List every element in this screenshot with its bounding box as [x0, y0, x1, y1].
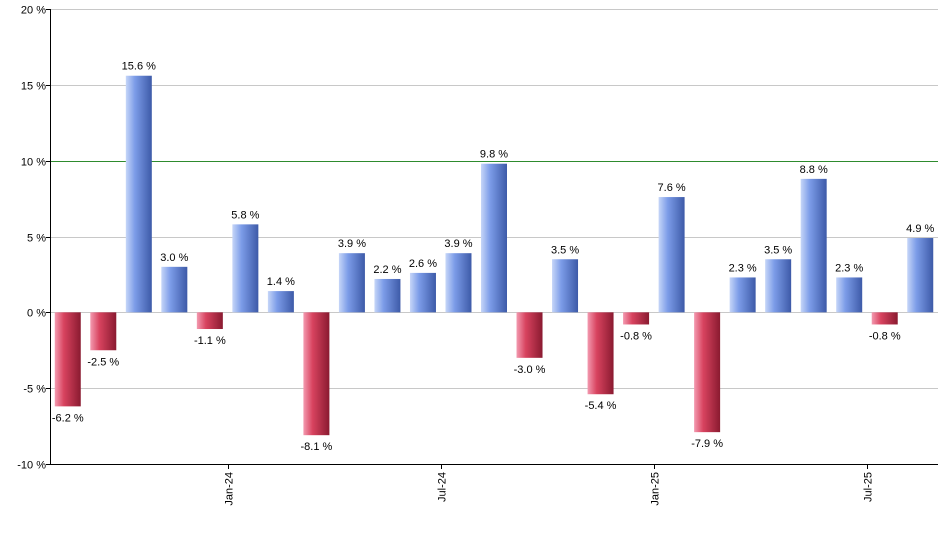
bar-value-label: -6.2 % — [52, 412, 84, 424]
axes — [50, 9, 938, 465]
bar-positive — [338, 253, 365, 313]
bar-negative — [694, 312, 721, 433]
bar-negative — [516, 312, 543, 358]
bar-value-label: -1.1 % — [194, 335, 226, 347]
bar-value-label: 3.0 % — [160, 252, 188, 264]
bar-value-label: 2.3 % — [835, 262, 863, 274]
bar-negative — [871, 312, 898, 325]
bar-positive — [267, 291, 294, 313]
bar-value-label: 1.4 % — [267, 276, 295, 288]
value-labels: -6.2 % -2.5 % 15.6 % 3.0 % -1.1 % 5.8 % 1.4 % -… — [52, 61, 935, 453]
bar-positive — [765, 259, 792, 313]
bar-value-label: 3.5 % — [551, 244, 579, 256]
bar-positive — [836, 277, 863, 313]
bar-value-label: -8.1 % — [301, 441, 333, 453]
bar-positive — [658, 197, 685, 313]
bar-negative — [623, 312, 650, 325]
bar-value-label: 4.9 % — [906, 223, 934, 235]
bar-positive — [409, 272, 436, 313]
x-tick-label: Jul-25 — [863, 472, 875, 502]
bar-negative — [303, 312, 330, 436]
x-tick-label: Jan-25 — [650, 472, 662, 506]
bar-value-label: -5.4 % — [585, 400, 617, 412]
bar-value-label: 3.5 % — [764, 244, 792, 256]
y-tick-label: 10 % — [21, 157, 46, 169]
bar-value-label: 9.8 % — [480, 149, 508, 161]
bar-value-label: -7.9 % — [691, 438, 723, 450]
bar-positive — [125, 75, 152, 313]
bar-value-label: 2.2 % — [373, 264, 401, 276]
bar-value-label: -0.8 % — [620, 330, 652, 342]
bar-negative — [90, 312, 117, 351]
bar-value-label: 2.6 % — [409, 258, 437, 270]
bar-value-label: 2.3 % — [729, 262, 757, 274]
bar-value-label: 3.9 % — [444, 238, 472, 250]
bar-value-label: -2.5 % — [87, 356, 119, 368]
bar-positive — [161, 266, 188, 313]
y-tick-label: 5 % — [27, 233, 46, 245]
bar-positive — [907, 238, 934, 313]
y-tick-label: 20 % — [21, 5, 46, 17]
bar-positive — [445, 253, 472, 313]
bar-value-label: 3.9 % — [338, 238, 366, 250]
bar-negative — [196, 312, 223, 330]
bar-negative — [54, 312, 81, 407]
bar-positive — [552, 259, 579, 313]
y-tick-label: -10 % — [17, 460, 46, 472]
bar-positive — [800, 178, 827, 313]
bar-value-label: 7.6 % — [658, 182, 686, 194]
bar-positive — [729, 277, 756, 313]
x-axis-ticks: Jan-24 Jul-24 Jan-25 Jul-25 — [224, 464, 875, 506]
bars — [54, 75, 934, 436]
bar-positive — [232, 224, 259, 313]
y-axis-ticks: -10 % -5 % 0 % 5 % 10 % 15 % 20 % — [17, 5, 50, 472]
bar-positive — [374, 278, 401, 313]
bar-value-label: -3.0 % — [514, 364, 546, 376]
y-tick-label: 0 % — [27, 308, 46, 320]
x-tick-label: Jan-24 — [224, 472, 236, 506]
x-tick-label: Jul-24 — [437, 472, 449, 502]
bar-value-label: 15.6 % — [122, 61, 156, 73]
bar-negative — [587, 312, 614, 395]
bar-value-label: 5.8 % — [231, 209, 259, 221]
y-tick-label: 15 % — [21, 81, 46, 93]
bar-positive — [481, 163, 507, 313]
bar-value-label: 8.8 % — [800, 164, 828, 176]
y-tick-label: -5 % — [23, 384, 46, 396]
bar-value-label: -0.8 % — [869, 330, 901, 342]
